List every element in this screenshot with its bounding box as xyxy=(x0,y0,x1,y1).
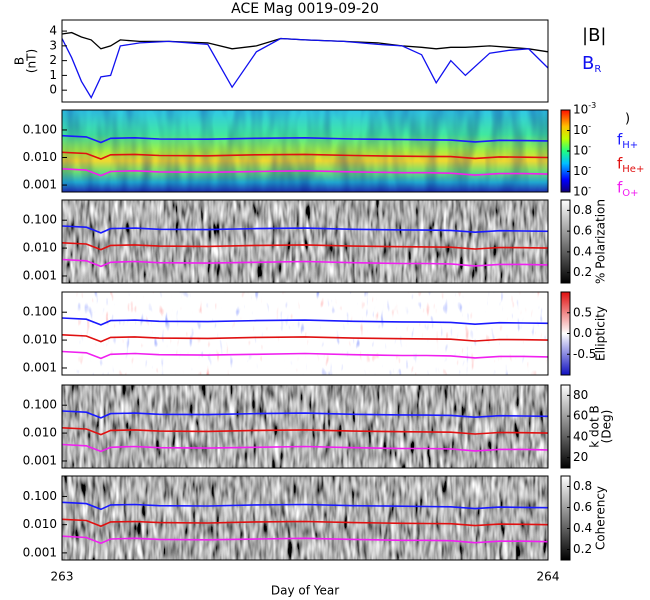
y-tick-label: 0.001 xyxy=(23,360,57,374)
y-tick-label: 0.100 xyxy=(23,489,57,503)
frequency-line xyxy=(61,242,549,251)
colorbar-tick-label: 0.2 xyxy=(573,542,592,556)
colorbar-tick-label: 0.2 xyxy=(573,265,592,279)
colorbar xyxy=(560,384,571,469)
colorbar-tick-label: 0.0 xyxy=(573,326,592,340)
plot-frame xyxy=(61,199,549,284)
frequency-line xyxy=(61,427,549,436)
panel: 0.2 0.4 0.6 0.8 Coherency 0.001 0.010 0.100 263 2… xyxy=(23,475,608,598)
colorbar-label: k dot B xyxy=(588,405,602,447)
chart-title: ACE Mag 0019-09-20 xyxy=(231,1,379,17)
y-tick-label: 0.010 xyxy=(23,426,57,440)
colorbar-label: (Deg) xyxy=(600,410,614,444)
y-tick-label: 0.001 xyxy=(23,268,57,282)
colorbar-label: ) xyxy=(625,112,630,127)
plot-frame xyxy=(61,19,549,103)
panel: 10-3 10- 10- 10- 10-) fH+ fHe+ fO+ 0.001 0.010 0.1… xyxy=(23,101,645,200)
frequency-line xyxy=(61,258,549,268)
colorbar xyxy=(560,475,571,561)
y-tick-label: 0.010 xyxy=(23,517,57,531)
frequency-line xyxy=(61,134,549,144)
colorbar-tick-label: 0.8 xyxy=(573,203,592,217)
colorbar-tick-label: 10- xyxy=(573,162,591,178)
series-line xyxy=(61,37,549,99)
frequency-line xyxy=(61,501,549,511)
colorbar-tick-label: 0.6 xyxy=(573,500,592,514)
colorbar-label: Coherency xyxy=(594,486,608,550)
plot-frame xyxy=(61,109,549,193)
x-axis-label: Day of Year xyxy=(271,584,339,598)
spectrogram-texture xyxy=(62,110,548,192)
legend-entry: BR xyxy=(582,53,601,75)
y-tick-label: 1 xyxy=(49,68,57,82)
frequency-line xyxy=(61,225,549,234)
spectrogram-texture xyxy=(62,200,548,283)
colorbar-tick-label: 80 xyxy=(573,388,588,402)
y-tick-label: 0.001 xyxy=(23,545,57,559)
legend-entry: |B| xyxy=(582,25,606,46)
panel: 20 40 60 80k dot B(Deg) 0.001 0.010 0.100 xyxy=(23,384,614,469)
colorbar-tick-label: 20 xyxy=(573,450,588,464)
colorbar-tick-label: 40 xyxy=(573,429,588,443)
frequency-line xyxy=(61,410,549,419)
colorbar-label: Ellipticity xyxy=(594,306,608,361)
y-tick-label: 2 xyxy=(49,53,57,67)
panel: 0.2 0.4 0.6 0.8% Polarization 0.001 0.010 0.10… xyxy=(23,199,608,284)
colorbar-tick-label: 10- xyxy=(573,121,591,137)
plot-frame xyxy=(61,475,549,561)
legend-entry: fH+ xyxy=(617,131,638,152)
y-tick-label: 0 xyxy=(49,83,57,97)
frequency-line xyxy=(61,535,549,545)
y-axis-label: B xyxy=(13,57,27,65)
colorbar xyxy=(560,199,571,284)
plot-frame xyxy=(61,291,549,376)
colorbar-tick-label: 10-3 xyxy=(573,101,596,117)
frequency-line xyxy=(61,334,549,343)
x-tick-label: 263 xyxy=(51,570,74,584)
spectrogram-texture xyxy=(62,292,548,375)
legend-entry: fHe+ xyxy=(617,155,644,176)
spectrogram-texture xyxy=(62,385,548,468)
colorbar-tick-label: 10- xyxy=(573,183,591,199)
colorbar-tick-label: 10- xyxy=(573,142,591,158)
legend-entry: fO+ xyxy=(617,179,639,200)
colorbar-tick-label: 0.5 xyxy=(573,305,592,319)
y-tick-label: 0.010 xyxy=(23,241,57,255)
panel: -0.5 0.0 0.5 Ellipticity 0.001 0.010 0.100 xyxy=(23,291,608,376)
colorbar-label: % Polarization xyxy=(594,199,608,284)
colorbar-tick-label: 0.4 xyxy=(573,244,592,258)
colorbar-tick-label: 0.4 xyxy=(573,521,592,535)
y-tick-label: 3 xyxy=(49,38,57,52)
y-tick-label: 0.100 xyxy=(23,305,57,319)
y-tick-label: 0.001 xyxy=(23,178,57,192)
colorbar-tick-label: 0.8 xyxy=(573,479,592,493)
y-tick-label: 0.001 xyxy=(23,453,57,467)
frequency-line xyxy=(61,168,549,177)
y-tick-label: 4 xyxy=(49,24,57,38)
frequency-line xyxy=(61,518,549,528)
y-tick-label: 0.100 xyxy=(23,398,57,412)
colorbar-tick-label: -0.5 xyxy=(573,347,596,361)
y-axis-label: (nT) xyxy=(25,49,39,73)
y-tick-label: 0.100 xyxy=(23,122,57,136)
spectrogram-texture xyxy=(62,476,548,560)
y-tick-label: 0.010 xyxy=(23,333,57,347)
frequency-line xyxy=(61,317,549,326)
frequency-line xyxy=(61,151,549,160)
series-line xyxy=(61,31,549,53)
plot-frame xyxy=(61,384,549,469)
colorbar-tick-label: 60 xyxy=(573,409,588,423)
frequency-line xyxy=(61,443,549,453)
frequency-line xyxy=(61,350,549,360)
y-tick-label: 0.100 xyxy=(23,213,57,227)
y-tick-label: 0.010 xyxy=(23,150,57,164)
colorbar-tick-label: 0.6 xyxy=(573,224,592,238)
x-tick-label: 264 xyxy=(537,570,560,584)
